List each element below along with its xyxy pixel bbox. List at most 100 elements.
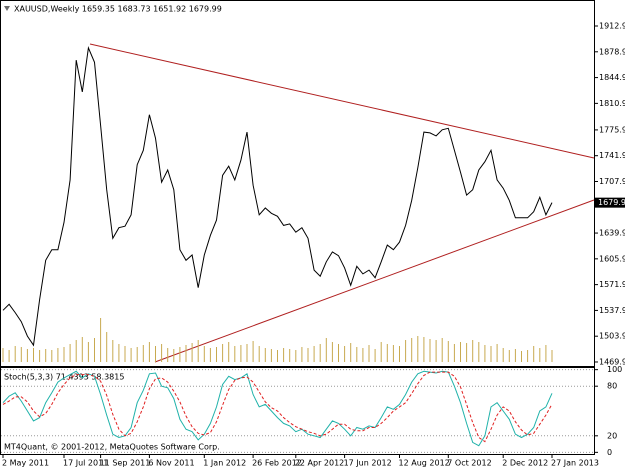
y-tick-label: 1537.90 [599, 306, 625, 315]
volume-bar [179, 347, 181, 362]
volume-bar [405, 340, 407, 362]
volume-bar [545, 345, 547, 362]
volume-bar [386, 344, 388, 362]
volume-bar [539, 348, 541, 362]
volume-bar [338, 344, 339, 362]
volume-bar [344, 346, 346, 362]
volume-bar [100, 318, 102, 362]
volume-bar [380, 342, 382, 362]
chart-title: XAUUSD,Weekly 1659.35 1683.73 1651.92 16… [14, 5, 222, 14]
volume-bar [447, 341, 449, 362]
y-tick-label: 1878.90 [599, 47, 625, 56]
y-tick-label: 1503.90 [599, 332, 625, 341]
volume-bar [14, 346, 16, 362]
y-tick-label: 1912.90 [599, 22, 625, 31]
y-tick-label: 1571.90 [599, 280, 625, 289]
volume-bar [289, 349, 291, 362]
volume-bar [142, 345, 144, 362]
y-tick-label: 1844.90 [599, 73, 625, 82]
volume-bar [228, 342, 230, 362]
price-label-box [595, 197, 625, 208]
volume-bar [57, 348, 59, 362]
volume-bar [551, 350, 553, 362]
volume-bar [484, 345, 486, 362]
volume-bar [136, 347, 138, 362]
volume-bar [307, 348, 309, 362]
volume-bar [112, 340, 114, 362]
volume-bar [295, 350, 297, 362]
volume-bar [514, 349, 516, 362]
volume-bar [185, 345, 187, 362]
volume-bar [216, 347, 217, 362]
volume-bar [392, 345, 394, 362]
volume-bar [148, 342, 150, 362]
volume-bar [69, 344, 71, 362]
volume-bar [45, 349, 47, 362]
main-pane-frame [0, 0, 595, 367]
x-tick-label: 2 Dec 2012 [502, 459, 548, 468]
volume-bar [39, 350, 41, 362]
x-tick-label: 26 Feb 2012 [252, 459, 302, 468]
volume-bar [81, 337, 83, 362]
volume-bar [325, 338, 327, 362]
x-tick-label: 11 Sep 2011 [100, 459, 151, 468]
y-tick-label: 1741.90 [599, 151, 625, 160]
volume-bar [460, 342, 461, 362]
x-tick-label: 22 Apr 2012 [295, 459, 344, 468]
copyright: MT4Quant, © 2001-2012, MetaQuotes Softwa… [4, 443, 220, 452]
x-tick-label: 1 Jan 2012 [203, 459, 246, 468]
series-line [2, 370, 553, 447]
volume-bar [173, 349, 175, 362]
volume-bar [209, 348, 211, 362]
y-tick-label: 1810.90 [599, 99, 625, 108]
volume-bar [8, 350, 10, 362]
x-tick-label: 17 Jul 2011 [63, 459, 108, 468]
volume-bar [423, 337, 425, 362]
y-tick-label: 1469.90 [599, 357, 625, 366]
indicator-title: Stoch(5,3,3) 71.4393 58.3815 [4, 373, 124, 382]
volume-bar [466, 343, 468, 362]
volume-bar [283, 348, 285, 362]
volume-bar [502, 348, 504, 362]
x-tick-label: 27 Jan 2013 [551, 459, 599, 468]
volume-bar [252, 341, 254, 362]
volume-bar [106, 332, 108, 362]
trendline [89, 43, 595, 159]
y-tick-label: 1639.90 [599, 229, 625, 238]
volume-bar [508, 350, 510, 362]
volume-bar [441, 338, 443, 362]
volume-bar [331, 342, 333, 362]
volume-bar [356, 347, 358, 362]
y-tick-label: 1775.90 [599, 125, 625, 134]
volume-bar [301, 347, 303, 362]
volume-bar [313, 346, 315, 362]
y-tick-label: 0 [607, 448, 612, 457]
volume-bar [197, 340, 199, 362]
volume-bar [277, 350, 278, 362]
volume-bar [417, 336, 419, 362]
volume-bar [26, 349, 28, 362]
volume-bar [203, 346, 205, 362]
volume-bar [478, 342, 480, 362]
volume-bar [222, 344, 224, 362]
y-tick-label: 100 [607, 365, 622, 374]
y-tick-label: 1605.90 [599, 254, 625, 263]
series-line [2, 371, 553, 443]
volume-bar [472, 340, 474, 362]
volume-bar [411, 338, 413, 362]
volume-bar [264, 348, 266, 362]
volume-bar [161, 344, 163, 362]
volume-bar [527, 350, 529, 362]
price-label: 1679.99 [598, 198, 625, 207]
x-tick-label: 17 Jun 2012 [344, 459, 392, 468]
volume-bar [350, 343, 352, 362]
volume-bar [429, 339, 431, 362]
indicator-pane-frame [0, 367, 595, 455]
y-tick-label: 80 [607, 382, 617, 391]
volume-bar [124, 346, 126, 362]
volume-bar [191, 343, 193, 362]
volume-bar [374, 349, 376, 362]
volume-bar [240, 345, 242, 362]
